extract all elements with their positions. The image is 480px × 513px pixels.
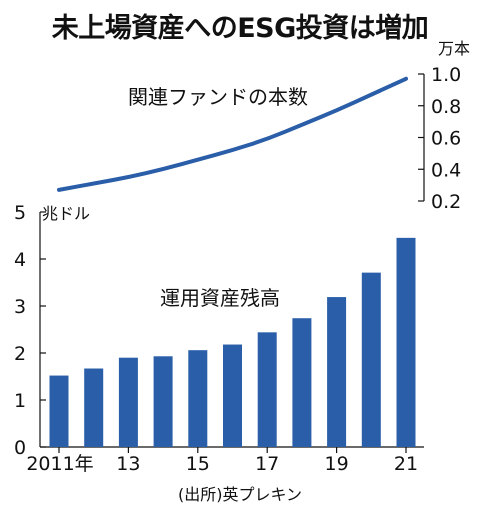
- x-tick-label: 15: [186, 453, 210, 475]
- chart-title: 未上場資産へのESG投資は増加: [51, 13, 429, 44]
- line-unit-label: 万本: [438, 39, 470, 58]
- bar-y-tick-label: 0: [14, 437, 26, 459]
- bar-y-tick-label: 2: [14, 343, 26, 365]
- bar-y-tick-label: 5: [14, 202, 26, 224]
- aum-bar: [257, 332, 277, 447]
- aum-bar: [153, 356, 173, 447]
- x-tick-label: 21: [394, 453, 418, 475]
- aum-bar: [292, 318, 312, 447]
- aum-bar: [396, 237, 416, 447]
- aum-bar: [118, 357, 138, 447]
- x-tick-label: 17: [255, 453, 279, 475]
- aum-bar: [223, 344, 242, 447]
- line-y-tick-label: 1.0: [431, 64, 461, 86]
- x-tick-label: 2011年: [26, 453, 93, 475]
- aum-series-label: 運用資産残高: [160, 286, 280, 310]
- x-tick-label: 19: [325, 453, 349, 475]
- aum-bar: [49, 375, 69, 447]
- fund-count-series-label: 関連ファンドの本数: [128, 85, 308, 109]
- line-y-tick-label: 0.2: [431, 191, 461, 213]
- aum-bar: [84, 368, 104, 447]
- line-y-tick-label: 0.6: [431, 128, 461, 150]
- line-y-tick-label: 0.8: [431, 96, 461, 118]
- bar-y-tick-label: 3: [14, 296, 26, 318]
- bar-y-tick-label: 1: [14, 390, 26, 412]
- source-note: (出所)英プレキン: [178, 485, 302, 504]
- bar-y-tick-label: 4: [14, 249, 26, 271]
- x-tick-label: 13: [116, 453, 140, 475]
- bar-unit-label: 兆ドル: [42, 204, 90, 223]
- line-y-tick-label: 0.4: [431, 159, 461, 181]
- aum-bar: [188, 350, 208, 447]
- fund-count-line: [57, 76, 408, 192]
- aum-bar: [327, 297, 347, 447]
- aum-bar: [361, 272, 381, 447]
